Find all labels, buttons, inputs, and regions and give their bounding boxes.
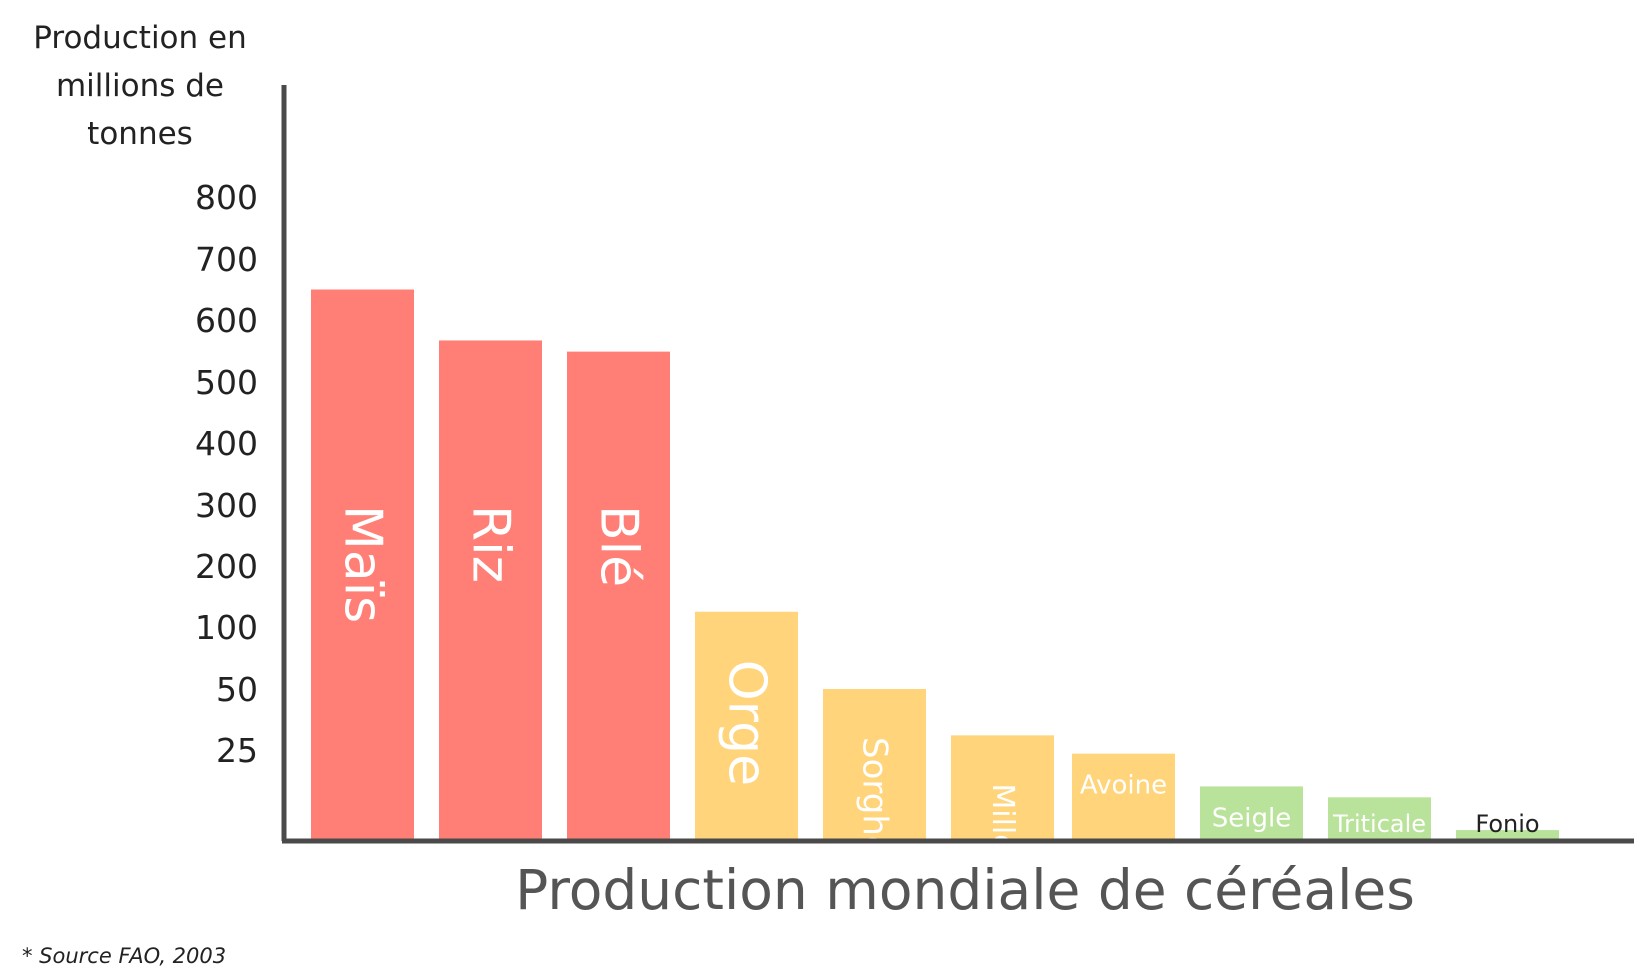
bar-1 bbox=[439, 340, 542, 841]
bar-9 bbox=[1456, 830, 1559, 841]
y-tick-label: 700 bbox=[195, 240, 258, 279]
bar-4 bbox=[823, 689, 926, 841]
y-tick-label: 500 bbox=[195, 363, 258, 402]
bar-8 bbox=[1328, 797, 1431, 841]
bar-7 bbox=[1200, 786, 1303, 841]
y-tick-label: 600 bbox=[195, 301, 258, 340]
y-ticks: 800 700 600 500 400 300 200 100 50 25 bbox=[195, 178, 258, 770]
bar-label-8: Triticale bbox=[1332, 810, 1426, 838]
bar-label-6: Avoine bbox=[1080, 771, 1167, 801]
bar-3 bbox=[695, 611, 798, 841]
y-tick-label: 25 bbox=[216, 731, 258, 770]
y-tick-label: 800 bbox=[195, 178, 258, 217]
y-tick-label: 400 bbox=[195, 424, 258, 463]
y-tick-label: 300 bbox=[195, 486, 258, 525]
y-axis-label: Production en millions de tonnes bbox=[33, 20, 247, 152]
bar-label-2: Blé bbox=[589, 505, 649, 587]
bar-label-9: Fonio bbox=[1475, 810, 1539, 838]
bar-label-7: Seigle bbox=[1212, 803, 1291, 833]
y-tick-label: 50 bbox=[216, 670, 258, 709]
y-tick-label: 100 bbox=[195, 608, 258, 647]
chart-title: Production mondiale de céréales bbox=[515, 858, 1415, 922]
bar-6 bbox=[1072, 753, 1175, 841]
bars: Maïs Riz Blé Orge Sorgho Millet Avoine Seigle Tr… bbox=[311, 289, 1559, 865]
bar-label-3: Orge bbox=[717, 660, 777, 786]
bar-0 bbox=[311, 289, 414, 841]
bar-label-0: Maïs bbox=[333, 505, 393, 623]
y-tick-label: 200 bbox=[195, 547, 258, 586]
bar-label-1: Riz bbox=[461, 505, 521, 583]
bar-label-4: Sorgho bbox=[855, 737, 895, 857]
source-note: * Source FAO, 2003 bbox=[22, 944, 227, 968]
bar-label-5: Millet bbox=[985, 783, 1020, 864]
bar-5 bbox=[951, 735, 1054, 841]
bar-2 bbox=[567, 351, 670, 841]
